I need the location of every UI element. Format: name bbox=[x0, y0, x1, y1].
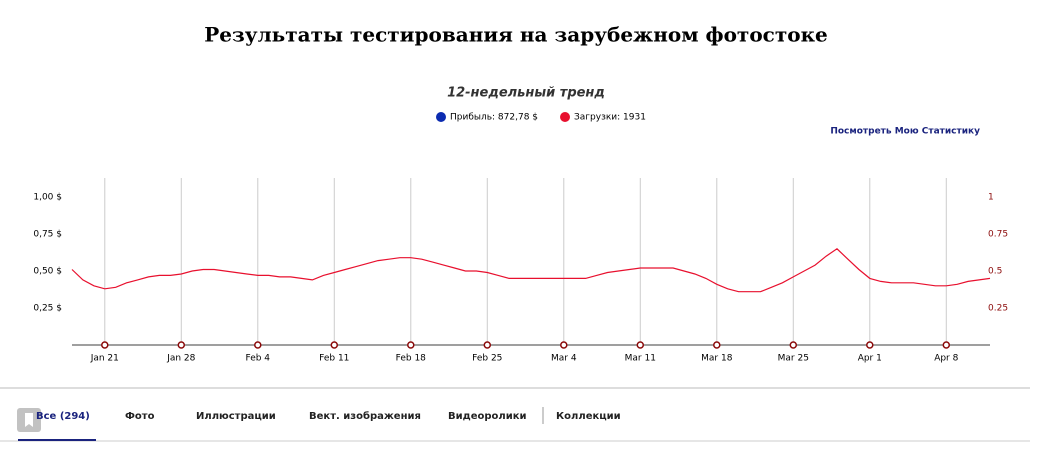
x-tick-label: Jan 21 bbox=[90, 354, 119, 364]
tab[interactable]: Иллюстрации bbox=[196, 411, 276, 422]
x-tick-label: Mar 4 bbox=[551, 354, 577, 364]
tab[interactable]: Фото bbox=[125, 411, 155, 422]
tab[interactable]: Коллекции bbox=[556, 411, 621, 422]
tab[interactable]: Видеоролики bbox=[448, 411, 527, 422]
stats-link[interactable]: Посмотреть Мою Статистику bbox=[830, 127, 980, 137]
series-marker bbox=[330, 341, 339, 349]
series-marker bbox=[942, 341, 951, 349]
x-tick-label: Mar 18 bbox=[701, 354, 733, 364]
legend-dot bbox=[560, 112, 571, 122]
y-tick-label: 0,50 $ bbox=[33, 267, 62, 277]
series-marker bbox=[713, 341, 721, 349]
series-line bbox=[71, 248, 991, 293]
x-tick-label: Apr 8 bbox=[934, 354, 958, 364]
y-tick-label: 1,00 $ bbox=[33, 193, 62, 203]
x-tick-label: Feb 4 bbox=[246, 354, 271, 364]
x-tick-label: Feb 25 bbox=[472, 354, 502, 364]
y2-tick-label: 0.25 bbox=[988, 304, 1008, 314]
x-tick-label: Mar 11 bbox=[625, 354, 656, 364]
series-marker bbox=[560, 341, 568, 349]
y2-tick-label: 1 bbox=[988, 193, 994, 203]
x-tick-label: Jan 28 bbox=[166, 354, 195, 364]
y2-tick-label: 0.75 bbox=[988, 230, 1008, 240]
x-tick-label: Feb 11 bbox=[319, 354, 349, 364]
series-marker bbox=[254, 341, 262, 349]
x-tick-label: Mar 25 bbox=[778, 354, 809, 364]
bookmark-glyph bbox=[25, 413, 33, 427]
page-title: Результаты тестирования на зарубежном фо… bbox=[204, 23, 828, 47]
series-marker bbox=[866, 341, 874, 349]
x-tick-label: Feb 18 bbox=[396, 354, 427, 364]
series-marker bbox=[407, 341, 415, 349]
chart-subtitle: 12-недельный тренд bbox=[447, 86, 605, 101]
series-marker bbox=[789, 341, 798, 349]
tab[interactable]: Вект. изображения bbox=[309, 410, 421, 422]
series-marker bbox=[636, 341, 645, 349]
series-marker bbox=[483, 341, 492, 349]
legend-dot bbox=[436, 112, 446, 122]
series-marker bbox=[177, 341, 186, 349]
legend-label: Прибыль: 872,78 $ bbox=[450, 113, 538, 123]
y-tick-label: 0,25 $ bbox=[33, 304, 62, 314]
legend-label: Загрузки: 1931 bbox=[574, 113, 646, 123]
series-marker bbox=[101, 341, 109, 349]
y2-tick-label: 0.5 bbox=[988, 267, 1002, 277]
tab[interactable]: Все (294) bbox=[36, 411, 90, 422]
y-tick-label: 0,75 $ bbox=[33, 230, 62, 240]
x-tick-label: Apr 1 bbox=[858, 354, 882, 364]
